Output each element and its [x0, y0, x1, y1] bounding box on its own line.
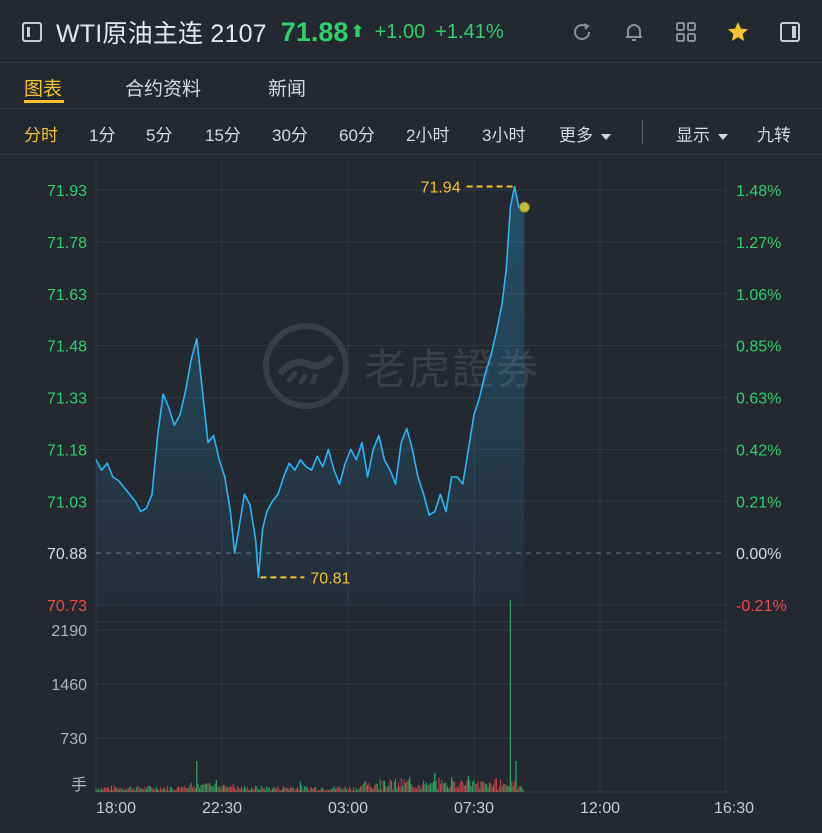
price-line: [95, 185, 525, 579]
y-axis-left-tick: 71.33: [47, 391, 87, 408]
sidebar-icon[interactable]: [778, 20, 802, 44]
y-axis-left-tick: 71.78: [47, 235, 87, 252]
y-axis-right-tick: 0.00%: [736, 546, 781, 563]
y-axis-left-tick: 71.18: [47, 442, 87, 459]
x-axis-tick: 18:00: [96, 800, 136, 817]
price-area: [96, 186, 525, 605]
y-axis-right-tick: 0.21%: [736, 494, 781, 511]
x-axis-tick: 22:30: [202, 800, 242, 817]
last-price-dot: [518, 201, 530, 213]
high-price-label: 71.94: [421, 180, 461, 197]
chevron-down-icon: [601, 133, 611, 140]
y-axis-left-tick: 70.88: [47, 546, 87, 563]
y-axis-right-tick: 1.48%: [736, 183, 781, 200]
display-label: 显示: [676, 126, 710, 145]
y-axis-right-tick: -0.21%: [736, 598, 787, 615]
volume-tick: 730: [60, 731, 87, 748]
more-label: 更多: [559, 126, 593, 145]
y-axis-right-tick: 1.06%: [736, 287, 781, 304]
x-axis-tick: 16:30: [714, 800, 754, 817]
period-5m[interactable]: 5分: [146, 126, 173, 145]
y-axis-right-tick: 0.42%: [736, 442, 781, 459]
volume-unit-label: 手: [71, 776, 87, 794]
low-price-label: 70.81: [310, 570, 350, 587]
more-dropdown[interactable]: 更多: [559, 121, 611, 146]
x-axis-tick: 12:00: [580, 800, 620, 817]
x-axis-tick: 07:30: [454, 800, 494, 817]
period-3h[interactable]: 3小时: [482, 126, 526, 145]
y-axis-left-tick: 71.93: [47, 183, 87, 200]
chevron-down-icon: [718, 133, 728, 140]
refresh-icon[interactable]: [570, 20, 594, 44]
x-axis-tick: 03:00: [328, 800, 368, 817]
y-axis-right-tick: 0.85%: [736, 339, 781, 356]
volume-tick: 1460: [51, 677, 87, 694]
nine-turn-button[interactable]: 九转: [757, 126, 791, 145]
tab-contract-info[interactable]: 合约资料: [125, 79, 202, 100]
period-divider: [642, 120, 643, 144]
y-axis-right-tick: 1.27%: [736, 235, 781, 252]
price-change-pct: +1.41%: [435, 20, 504, 43]
tiger-logo-icon: [263, 323, 349, 409]
header-actions: [542, 18, 802, 46]
last-price: 71.88: [280, 16, 349, 47]
period-30m[interactable]: 30分: [272, 126, 308, 145]
y-axis-right-tick: 0.63%: [736, 391, 781, 408]
back-icon[interactable]: [22, 22, 42, 42]
period-1m[interactable]: 1分: [89, 126, 116, 145]
tab-news[interactable]: 新闻: [268, 79, 307, 100]
period-2h[interactable]: 2小时: [406, 126, 450, 145]
grid-icon[interactable]: [674, 20, 698, 44]
y-axis-left-tick: 71.03: [47, 494, 87, 511]
instrument-title: WTI原油主连 2107: [56, 20, 267, 48]
period-15m[interactable]: 15分: [205, 126, 241, 145]
bell-icon[interactable]: [622, 20, 646, 44]
volume-tick: 2190: [51, 623, 87, 640]
price-change: +1.00: [374, 20, 426, 43]
display-dropdown[interactable]: 显示: [676, 121, 728, 146]
active-tab-indicator: [24, 100, 64, 103]
tab-chart[interactable]: 图表: [24, 79, 63, 100]
y-axis-left-tick: 71.48: [47, 339, 87, 356]
y-axis-left-tick: 70.73: [47, 598, 87, 615]
main-tabs: 图表 合约资料 新闻: [0, 62, 822, 109]
y-axis-left-tick: 71.63: [47, 287, 87, 304]
quote-summary: WTI原油主连 2107 71.88 ⬆ +1.00 +1.41%: [22, 16, 514, 48]
header-bar: WTI原油主连 2107 71.88 ⬆ +1.00 +1.41%: [0, 0, 822, 63]
arrow-up-icon: ⬆: [350, 22, 365, 41]
period-intraday[interactable]: 分时: [24, 126, 58, 145]
period-60m[interactable]: 60分: [339, 126, 375, 145]
period-bar: 分时 1分 5分 15分 30分 60分 2小时 3小时 更多 显示 九转: [0, 108, 822, 155]
star-icon[interactable]: [726, 20, 750, 44]
